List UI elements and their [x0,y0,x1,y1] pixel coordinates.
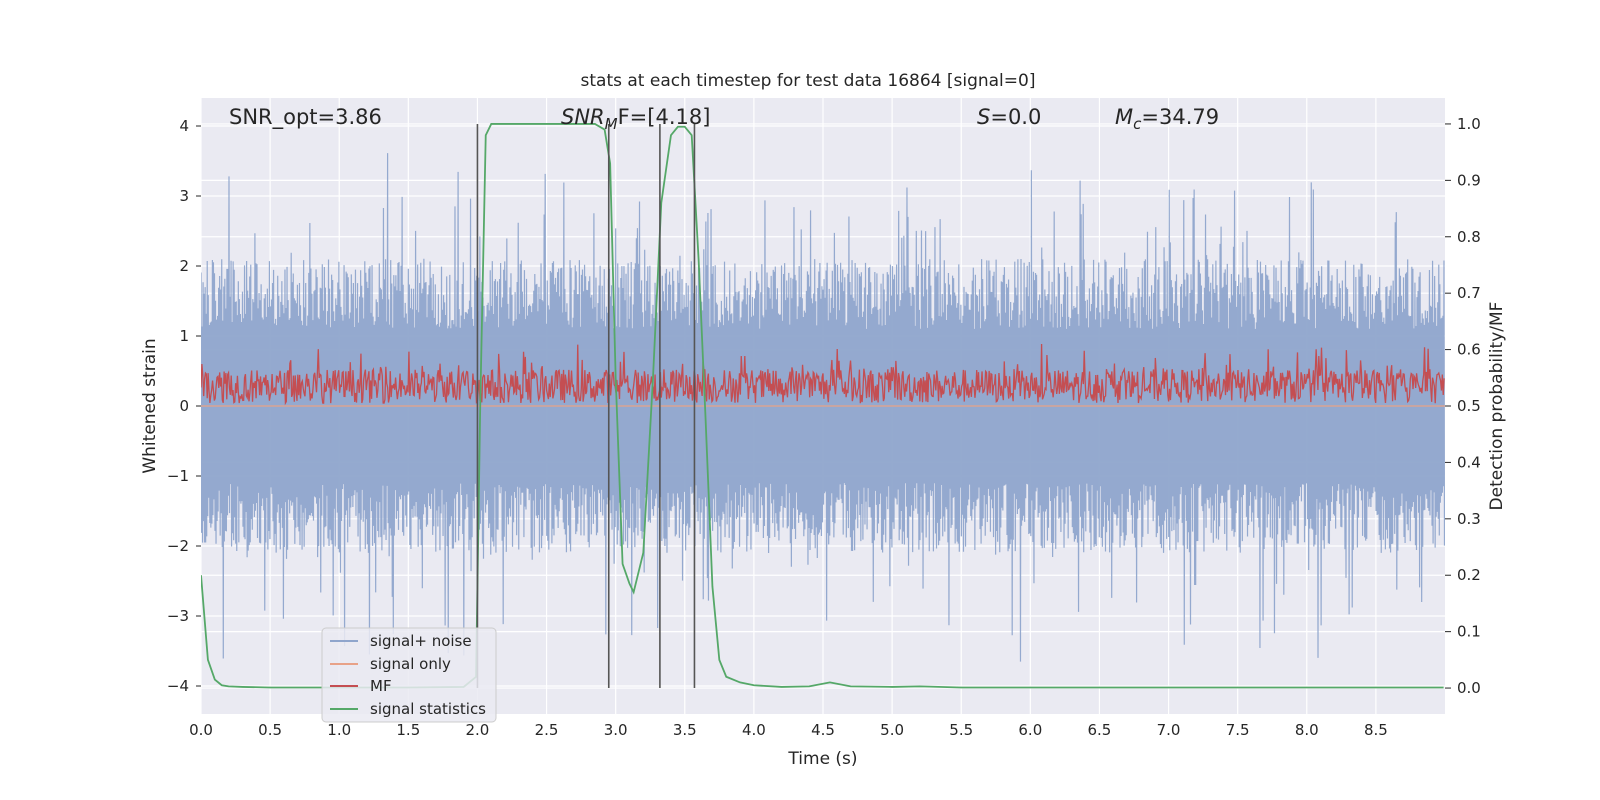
x-tick-label: 6.5 [1088,721,1112,739]
x-tick-label: 6.0 [1018,721,1042,739]
y-left-tick-label: 4 [179,117,189,135]
y-right-tick-label: 0.6 [1457,341,1481,359]
annotation-s: S=0.0 [977,105,1041,129]
legend-label-signal-noise: signal+ noise [370,632,472,650]
x-axis-label: Time (s) [787,749,857,769]
x-tick-label: 0.0 [189,721,213,739]
x-axis-ticks: 0.0 0.5 1.0 1.5 2.0 2.5 3.0 3.5 4.0 4.5 5.0 5.5 6.0 6… [189,721,1388,739]
legend-label-signal-only: signal only [370,655,451,673]
x-tick-label: 3.0 [604,721,628,739]
x-tick-label: 1.0 [327,721,351,739]
x-tick-label: 3.5 [673,721,697,739]
x-tick-label: 8.0 [1295,721,1319,739]
annotation-s-var: S [977,105,990,129]
y-left-tick-label: 0 [179,397,189,415]
y-right-tick-label: 0.1 [1457,623,1481,641]
annotation-s-val: =0.0 [990,105,1041,129]
y-left-tick-label: 3 [179,187,189,205]
x-tick-label: 0.5 [258,721,282,739]
annotation-mc-var: M [1115,105,1133,129]
y-right-tick-label: 0.7 [1457,284,1481,302]
y-left-tick-label: 1 [179,327,189,345]
vertical-markers [476,123,696,689]
y-right-axis-label: Detection probability/MF [1487,302,1507,511]
annotation-mc: Mc=34.79 [1115,105,1219,133]
x-tick-label: 4.0 [742,721,766,739]
x-tick-label: 1.5 [396,721,420,739]
x-tick-label: 4.5 [811,721,835,739]
annotation-mc-sub: c [1133,115,1142,133]
y-right-tick-label: 0.0 [1457,679,1481,697]
y-right-tick-label: 1.0 [1457,115,1481,133]
x-tick-label: 8.5 [1364,721,1388,739]
y-right-tick-label: 0.2 [1457,566,1481,584]
y-right-tick-label: 0.4 [1457,453,1481,471]
y-right-tick-label: 0.8 [1457,228,1481,246]
x-tick-label: 5.0 [880,721,904,739]
y-left-axis-label: Whitened strain [140,338,160,473]
y-left-axis-ticks: −4 −3 −2 −1 0 1 2 3 4 [167,117,201,695]
y-left-tick-label: −2 [167,537,189,555]
x-tick-label: 2.0 [466,721,490,739]
y-left-tick-label: −3 [167,607,189,625]
y-left-tick-label: −1 [167,467,189,485]
annotation-snr-mf: SNRMF=[4.18] [561,105,710,133]
chart-title: stats at each timestep for test data 168… [581,71,1036,91]
legend-box [321,627,497,723]
annotation-mc-val: =34.79 [1141,105,1219,129]
annotation-snr-mf-base: SNR [561,105,605,129]
y-left-tick-label: −4 [167,677,189,695]
y-right-axis-ticks: 0.0 0.1 0.2 0.3 0.4 0.5 0.6 0.7 0.8 0.9 1.0 [1445,115,1481,697]
x-tick-label: 7.0 [1157,721,1181,739]
legend-label-mf: MF [370,677,392,695]
annotation-snr-mf-sub: M [605,115,618,133]
annotation-snr-mf-rest: F=[4.18] [618,105,711,129]
y-right-tick-label: 0.3 [1457,510,1481,528]
legend: signal+ noise signal only MF signal stat… [321,627,497,723]
y-left-tick-label: 2 [179,257,189,275]
x-tick-label: 7.5 [1226,721,1250,739]
x-tick-label: 5.5 [949,721,973,739]
y-right-tick-label: 0.5 [1457,397,1481,415]
legend-label-signal-statistics: signal statistics [370,700,486,718]
y-right-tick-label: 0.9 [1457,171,1481,189]
annotation-snr-opt: SNR_opt=3.86 [229,105,382,130]
x-tick-label: 2.5 [535,721,559,739]
series-mf [201,343,1445,406]
